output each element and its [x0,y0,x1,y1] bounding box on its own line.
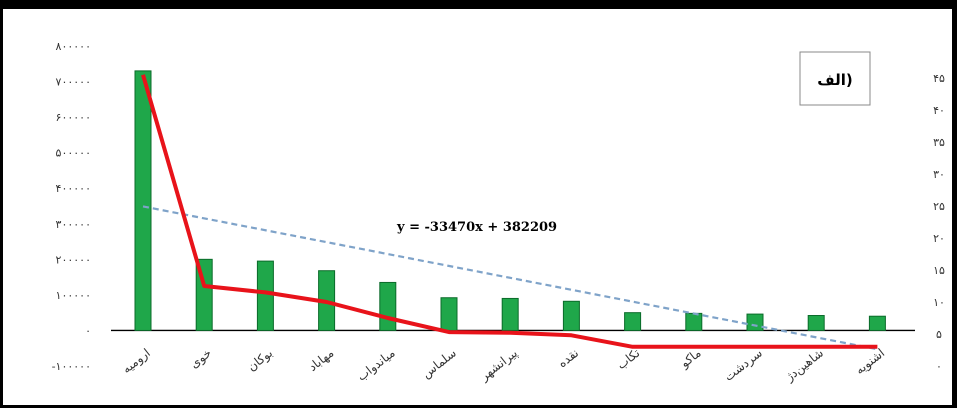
category-labels: ارومیه خوی بوکان مهاباد میاندواب سلماس پیرانشه… [119,346,887,385]
left-tick-label: ۵۰۰۰۰۰ [56,147,91,160]
bar [807,315,825,331]
left-tick-label: -۱۰۰۰۰۰ [52,360,91,373]
category-label: شاهین‌دژ [782,346,827,385]
left-axis-ticks: -۱۰۰۰۰۰ ۰ ۱۰۰۰۰۰ ۲۰۰۰۰۰ ۳۰۰۰۰۰ ۴۰۰۰۰۰ ۵۰۰۰۰۰ ۶۰… [52,40,91,373]
left-tick-label: ۴۰۰۰۰۰ [56,182,91,195]
bar [746,313,764,331]
bar [379,281,397,331]
category-label: ماکو [677,346,704,372]
bar [685,312,703,331]
trendline [142,205,878,351]
category-label: خوی [187,346,214,372]
left-tick-label: ۲۰۰۰۰۰ [56,253,91,266]
category-label: ارومیه [119,346,153,377]
right-tick-label: ۴۵ [933,72,945,85]
category-label: میاندواب [355,346,399,385]
left-tick-label: ۱۰۰۰۰۰ [56,289,91,302]
category-label: سلماس [419,346,459,382]
right-tick-label: ۴۰ [933,104,945,117]
bar [624,312,642,331]
right-tick-label: ۳۵ [933,136,945,149]
panel-label-box: الف) [799,51,871,106]
line-series [141,74,878,349]
category-label: بوکان [245,346,276,375]
right-tick-label: ۱۰ [933,296,945,309]
panel-label: الف) [817,71,853,89]
right-tick-label: ۳۰ [933,168,945,181]
right-tick-label: ۲۵ [933,200,945,213]
bar [134,70,152,331]
category-label: سردشت [722,346,766,385]
bar [501,297,519,331]
right-tick-label: ۲۰ [933,232,945,245]
category-label: نقده [555,346,581,371]
trendline-equation: y = -33470x + 382209 [396,220,557,235]
category-label: پیرانشهر [477,346,521,385]
bar [868,315,886,331]
bar [440,297,458,331]
bar [256,260,274,331]
right-tick-label: ۰ [936,360,942,373]
left-tick-label: ۳۰۰۰۰۰ [56,218,91,231]
left-tick-label: ۰ [85,324,91,337]
right-tick-label: ۵ [936,328,942,341]
right-axis-ticks: ۰ ۵ ۱۰ ۱۵ ۲۰ ۲۵ ۳۰ ۳۵ ۴۰ ۴۵ [933,72,945,373]
left-tick-label: ۷۰۰۰۰۰ [56,76,91,89]
left-tick-label: ۶۰۰۰۰۰ [56,111,91,124]
bar [562,300,580,331]
left-tick-label: ۸۰۰۰۰۰ [56,40,91,53]
category-label: تکاب [614,346,642,372]
right-tick-label: ۱۵ [933,264,945,277]
chart-frame: -۱۰۰۰۰۰ ۰ ۱۰۰۰۰۰ ۲۰۰۰۰۰ ۳۰۰۰۰۰ ۴۰۰۰۰۰ ۵۰۰۰۰۰ ۶۰… [0,0,957,408]
category-label: اشنویه [853,346,888,378]
chart-svg: -۱۰۰۰۰۰ ۰ ۱۰۰۰۰۰ ۲۰۰۰۰۰ ۳۰۰۰۰۰ ۴۰۰۰۰۰ ۵۰۰۰۰۰ ۶۰… [52,40,945,385]
category-label: مهاباد [306,346,337,374]
